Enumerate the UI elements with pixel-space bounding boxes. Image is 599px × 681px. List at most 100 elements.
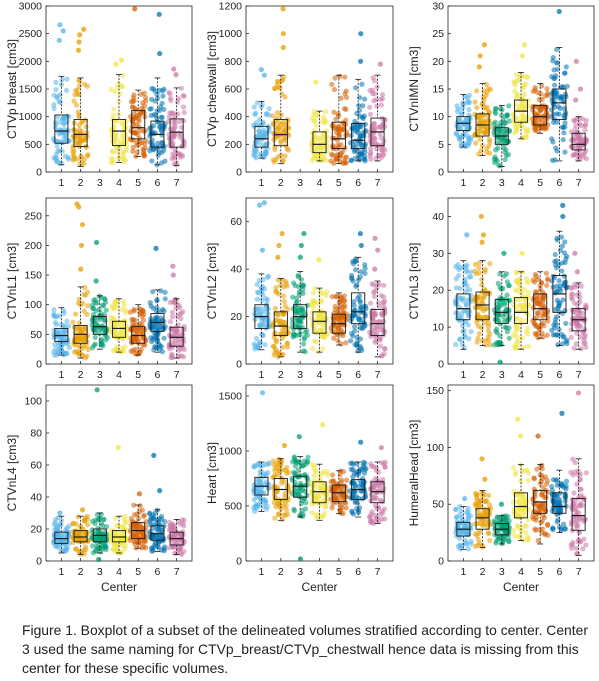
data-point [368,519,375,525]
data-point [453,299,459,305]
data-point [362,460,368,466]
data-point [472,304,478,311]
data-point [337,322,344,328]
outlier-point [118,57,125,63]
data-point [476,512,482,518]
data-point [74,102,80,108]
data-point [149,96,155,103]
data-point [55,544,62,550]
data-point [281,298,288,304]
data-point [453,341,459,348]
data-point [561,113,567,119]
data-point [581,495,587,501]
x-tick-label: 1 [460,369,466,381]
data-point [311,118,317,124]
outlier-point [280,31,286,37]
data-point [583,147,589,154]
y-tick-label: 0 [438,167,444,179]
data-point [102,296,108,302]
data-point [111,106,117,112]
data-point [78,530,85,536]
data-point [313,469,319,475]
x-tick-label: 4 [518,369,524,381]
data-point [147,519,153,525]
data-point [354,110,360,116]
data-point [352,312,358,318]
x-tick-label: 5 [537,566,543,578]
data-point [159,114,165,121]
data-point [341,106,348,112]
data-point [122,344,128,350]
data-point [83,124,89,130]
data-point [457,503,463,510]
data-point [115,111,122,117]
data-point [534,314,540,320]
data-point [315,511,321,518]
data-point [382,346,388,352]
data-point [141,128,147,135]
data-point [466,308,473,315]
outlier-point [481,42,488,48]
data-point [515,92,521,98]
x-tick-label: 2 [78,177,84,189]
data-point [573,513,580,519]
data-point [278,318,284,324]
outlier-point [297,254,303,260]
iqr-box [150,525,165,541]
data-point [486,530,492,536]
data-point [65,154,71,161]
iqr-box [73,118,88,147]
data-point [142,342,148,348]
y-axis-label: CTVp chestwall [cm3] [205,31,219,147]
data-point [141,153,147,159]
data-point [371,293,378,300]
data-point [561,273,567,279]
data-point [130,320,136,326]
data-point [279,78,285,84]
data-point [582,127,588,133]
data-point [120,121,126,127]
data-point [148,106,154,112]
data-point [378,497,384,503]
data-point [453,514,460,521]
data-point [577,471,584,477]
data-point [254,296,260,302]
data-point [255,344,261,350]
data-point [110,112,116,118]
x-tick-label: 1 [58,566,64,578]
outlier-point [313,79,319,85]
data-point [502,119,508,125]
data-point [332,75,338,81]
data-point [118,323,125,329]
data-point [293,300,299,306]
data-point [141,543,147,550]
x-tick-label: 2 [278,369,284,381]
data-point [264,301,270,307]
data-point [118,535,124,541]
data-point [108,127,114,133]
data-point [57,336,63,342]
data-point [114,145,120,151]
data-point [278,121,284,128]
data-point [568,521,574,528]
data-point [304,302,311,309]
outlier-point [298,242,304,249]
x-tick-label: 4 [518,566,524,578]
data-point [381,318,387,325]
data-point [354,341,360,348]
data-point [554,283,560,289]
data-point [538,492,545,498]
data-point [570,143,576,150]
data-point [51,307,57,313]
data-point [340,469,347,475]
data-point [124,519,130,525]
x-tick-label: 7 [174,369,180,381]
data-point [311,299,317,305]
data-point [479,282,485,288]
data-point [58,119,64,125]
data-point [460,328,466,334]
data-point [347,140,354,146]
outlier-point [573,58,579,64]
x-tick-label: 3 [97,369,103,381]
data-point [177,546,183,552]
